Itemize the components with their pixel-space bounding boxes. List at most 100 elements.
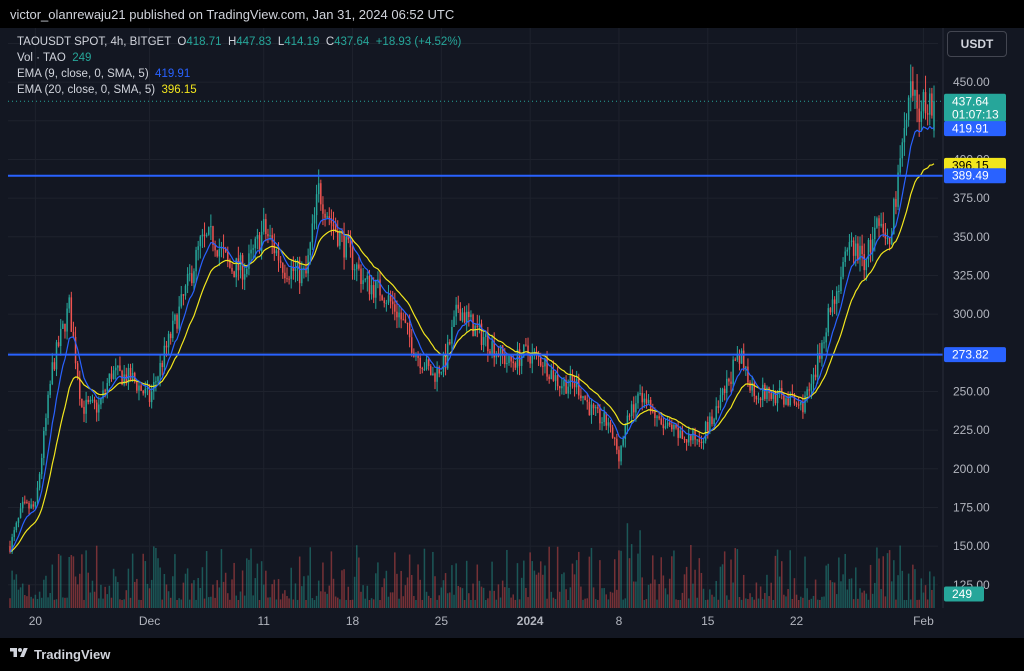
volume-bar [840, 581, 842, 608]
volume-bar [747, 599, 749, 608]
volume-bar [372, 599, 375, 608]
volume-bar [307, 575, 309, 608]
volume-bar [793, 578, 796, 608]
candle-body [647, 399, 650, 404]
candle-body [523, 344, 525, 357]
candle-body [383, 300, 386, 304]
candle-body [284, 272, 286, 279]
volume-bar [218, 587, 221, 608]
volume-bar [922, 592, 925, 608]
candle-body [628, 415, 631, 417]
legend-ema9: 419.91 [155, 68, 191, 80]
candle-body [229, 260, 231, 268]
volume-bar [857, 598, 859, 608]
volume-bar [472, 583, 474, 608]
candle-body [717, 406, 720, 408]
volume-bar [104, 586, 106, 608]
candle-body [721, 388, 724, 396]
volume-bar [751, 597, 753, 608]
volume-bar [781, 561, 783, 608]
volume-bar [719, 566, 722, 608]
candle-body [463, 312, 466, 323]
volume-bar [580, 586, 582, 608]
volume-bar [806, 588, 808, 608]
candle-body [499, 345, 502, 357]
candle-body [480, 323, 483, 345]
candle-body [774, 392, 777, 404]
volume-bar [702, 588, 705, 608]
candle-body [451, 326, 453, 344]
volume-bar [611, 592, 614, 608]
volume-bar [527, 597, 529, 608]
candle-body [182, 294, 185, 296]
candle-body [797, 404, 800, 406]
candle-body [554, 375, 557, 381]
candle-body [508, 355, 510, 364]
candle-body [430, 366, 432, 376]
candle-body [571, 374, 574, 382]
candle-body [833, 299, 836, 304]
price-label-badge [944, 347, 1006, 363]
candle-body [74, 336, 77, 364]
candle-body [195, 249, 197, 272]
volume-bar [121, 599, 123, 608]
volume-bar [542, 574, 544, 608]
volume-bar [38, 591, 41, 608]
candle-body [740, 350, 743, 364]
candle-body [582, 396, 584, 399]
candle-body [662, 424, 665, 429]
candle-body [30, 504, 32, 509]
candle-body [301, 268, 303, 284]
volume-bar [28, 584, 30, 608]
volume-bar [298, 556, 301, 608]
candle-body [28, 502, 30, 509]
volume-bar [353, 576, 356, 608]
volume-bar [309, 547, 312, 608]
candle-body [800, 401, 802, 405]
volume-bar [859, 588, 861, 608]
candle-body [36, 487, 39, 502]
candle-body [622, 438, 624, 446]
candle-body [929, 93, 931, 115]
candle-body [835, 291, 838, 304]
volume-bar [484, 599, 487, 608]
volume-bar [377, 562, 379, 608]
volume-bar [838, 557, 840, 608]
candle-body [660, 418, 662, 425]
candle-body [909, 81, 912, 98]
volume-bar [772, 599, 775, 608]
chart-area[interactable]: 475.00450.00425.00400.00375.00350.00325.… [8, 28, 1016, 638]
candle-body [368, 275, 371, 295]
candle-body [324, 213, 326, 218]
volume-bar [176, 599, 178, 608]
candle-body [317, 183, 320, 195]
volume-bar [64, 597, 66, 608]
volume-bar [761, 598, 764, 608]
price-chart[interactable]: 475.00450.00425.00400.00375.00350.00325.… [8, 28, 1016, 638]
volume-bar [878, 558, 880, 608]
candle-body [487, 334, 489, 352]
currency-button[interactable]: USDT [947, 31, 1007, 57]
volume-bar [146, 583, 149, 608]
candle-body [848, 242, 851, 250]
volume-bar [385, 570, 388, 608]
candle-body [641, 393, 643, 403]
candle-body [558, 386, 561, 389]
volume-bar [91, 580, 94, 608]
lines [8, 100, 943, 553]
legend-row-volume: Vol · TAO 249 [17, 50, 461, 66]
volume-bar [489, 590, 491, 608]
volume-bar [554, 599, 557, 608]
candle-body [516, 349, 519, 368]
volume-bar [339, 599, 341, 608]
x-tick-label: 20 [29, 614, 43, 628]
volume-bar [53, 599, 56, 608]
volume-bar [715, 580, 717, 608]
legend-close: 437.64 [334, 36, 370, 48]
legend-row-ema9: EMA (9, close, 0, SMA, 5) 419.91 [17, 66, 461, 82]
volume-bar [618, 550, 620, 608]
volume-bar [210, 596, 212, 608]
volume-bar [51, 564, 54, 608]
ema20-line [9, 163, 935, 553]
volume-bar [597, 599, 599, 608]
